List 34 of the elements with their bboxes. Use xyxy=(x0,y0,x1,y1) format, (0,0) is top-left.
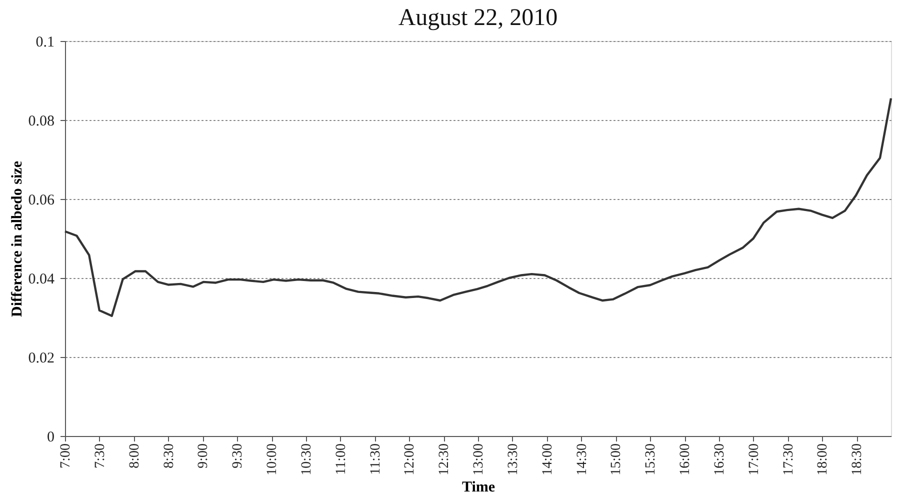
x-tick-label: 11:00 xyxy=(334,444,349,475)
chart-title: August 22, 2010 xyxy=(398,5,558,31)
x-tick-label: 13:30 xyxy=(506,444,521,476)
x-tick-label: 18:30 xyxy=(850,444,866,476)
x-tick-label: 17:00 xyxy=(746,444,762,476)
y-tick-label: 0.1 xyxy=(36,34,54,50)
x-tick-label: 10:30 xyxy=(299,444,314,476)
x-tick-label: 10:00 xyxy=(265,444,280,476)
x-axis-title: Time xyxy=(462,479,496,496)
x-tick-label: 16:00 xyxy=(678,444,693,476)
line-series xyxy=(64,97,892,318)
x-tick-label: 18:00 xyxy=(816,444,831,476)
x-tick-label: 14:00 xyxy=(540,444,556,476)
x-tick-label: 13:00 xyxy=(472,444,486,476)
y-tick-label: 0.06 xyxy=(28,192,55,208)
x-tick-label: 8:00 xyxy=(127,444,142,468)
y-tick-label: 0.04 xyxy=(28,272,55,288)
x-tick-label: 12:30 xyxy=(437,444,452,476)
x-tick-label: 9:00 xyxy=(196,444,212,468)
x-tick-label: 15:00 xyxy=(609,444,624,476)
x-tick-label: 9:30 xyxy=(230,444,246,468)
x-tick-label: 12:00 xyxy=(402,444,418,476)
x-tick-label: 14:30 xyxy=(574,444,590,476)
x-tick-label: 16:30 xyxy=(712,444,728,476)
y-tick-label: 0.08 xyxy=(28,114,54,130)
x-tick-label: 7:30 xyxy=(92,444,108,468)
x-tick-label: 11:30 xyxy=(368,444,384,475)
x-tick-label: 8:30 xyxy=(162,444,177,468)
x-tick-label: 17:30 xyxy=(781,444,796,476)
y-axis-title: Difference in albedo size xyxy=(9,160,26,317)
y-tick-label: 0.02 xyxy=(28,350,54,366)
x-tick-label: 15:30 xyxy=(644,444,659,476)
y-tick-label: 0 xyxy=(47,430,54,446)
x-tick-label: 7:00 xyxy=(58,444,74,468)
